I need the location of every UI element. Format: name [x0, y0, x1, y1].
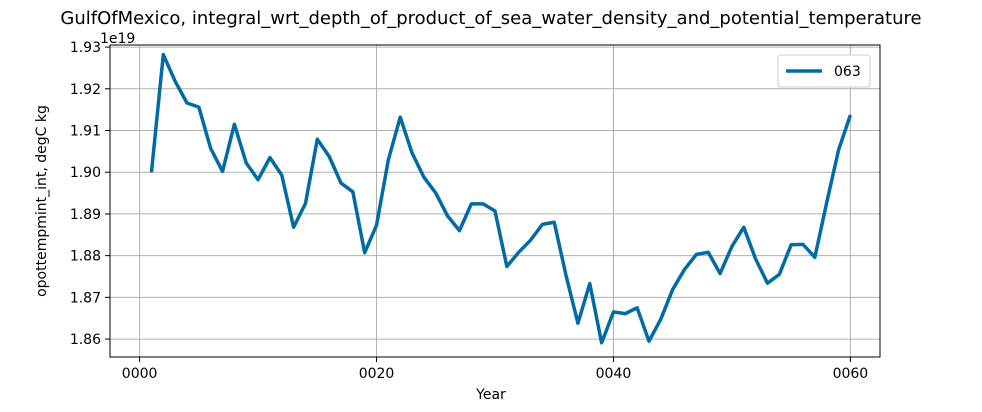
data-point	[790, 244, 792, 246]
data-point	[281, 174, 283, 176]
legend-label: 063	[834, 64, 861, 80]
data-point	[364, 252, 366, 254]
y-offset-label: 1e19	[100, 31, 135, 47]
data-point	[352, 191, 354, 193]
data-point	[565, 275, 567, 277]
y-axis-ticks: 1.86 1.87 1.88 1.89 1.90 1.91 1.92 1.93	[70, 40, 110, 348]
data-point	[304, 203, 306, 205]
y-axis-label: opottempmint_int, degC kg	[34, 105, 50, 297]
data-point	[245, 162, 247, 164]
data-point	[624, 313, 626, 315]
data-point	[387, 159, 389, 161]
data-point	[743, 226, 745, 228]
data-point	[257, 179, 259, 181]
y-tick-label: 1.86	[70, 332, 101, 348]
data-point	[636, 307, 638, 309]
series-line	[149, 52, 853, 345]
data-point	[506, 265, 508, 267]
data-point	[849, 114, 851, 116]
data-point	[198, 106, 200, 108]
data-point	[530, 239, 532, 241]
data-point	[293, 226, 295, 228]
y-tick-label: 1.92	[70, 82, 101, 98]
data-point	[518, 251, 520, 253]
data-point	[660, 318, 662, 320]
data-point	[162, 54, 164, 56]
data-point	[802, 243, 804, 245]
data-point	[648, 340, 650, 342]
data-point	[316, 138, 318, 140]
data-point	[541, 223, 543, 225]
data-point	[186, 102, 188, 104]
data-point	[233, 123, 235, 125]
data-point	[458, 230, 460, 232]
data-point	[766, 282, 768, 284]
data-point	[778, 273, 780, 275]
series-layer	[149, 52, 853, 345]
data-point	[553, 221, 555, 223]
data-point	[672, 288, 674, 290]
data-point	[695, 253, 697, 255]
y-tick-label: 1.87	[70, 290, 101, 306]
data-point	[577, 322, 579, 324]
legend-box	[777, 54, 871, 88]
y-tick-label: 1.91	[70, 124, 101, 140]
data-point	[150, 171, 152, 173]
data-point	[814, 256, 816, 258]
data-point	[399, 116, 401, 118]
y-tick-label: 1.93	[70, 40, 101, 56]
data-point	[719, 273, 721, 275]
x-axis-label: Year	[475, 387, 506, 403]
data-point	[328, 155, 330, 157]
data-point	[482, 203, 484, 205]
data-point	[707, 251, 709, 253]
x-tick-label: 0020	[359, 366, 395, 382]
data-point	[755, 258, 757, 260]
x-axis-ticks: 0000 0020 0040 0060	[122, 357, 868, 382]
data-point	[612, 311, 614, 313]
data-point	[210, 147, 212, 149]
data-point	[826, 202, 828, 204]
data-point	[838, 149, 840, 151]
legend: 063	[777, 54, 871, 88]
x-tick-label: 0040	[596, 366, 632, 382]
y-tick-label: 1.89	[70, 207, 101, 223]
data-point	[423, 176, 425, 178]
y-tick-label: 1.90	[70, 165, 101, 181]
data-point	[411, 152, 413, 154]
data-point	[376, 224, 378, 226]
data-point	[470, 203, 472, 205]
data-point	[174, 80, 176, 82]
chart-title: GulfOfMexico, integral_wrt_depth_of_prod…	[60, 8, 921, 29]
data-point	[269, 157, 271, 159]
x-tick-label: 0000	[122, 366, 158, 382]
data-point	[601, 342, 603, 344]
data-point	[731, 245, 733, 247]
data-point	[589, 283, 591, 285]
data-point	[222, 170, 224, 172]
y-tick-label: 1.88	[70, 249, 101, 265]
data-point	[494, 210, 496, 212]
data-point	[340, 182, 342, 184]
x-tick-label: 0060	[833, 366, 869, 382]
grid	[110, 45, 880, 357]
plot-frame	[109, 44, 881, 358]
data-point	[447, 215, 449, 217]
data-point	[684, 268, 686, 270]
data-point	[435, 192, 437, 194]
